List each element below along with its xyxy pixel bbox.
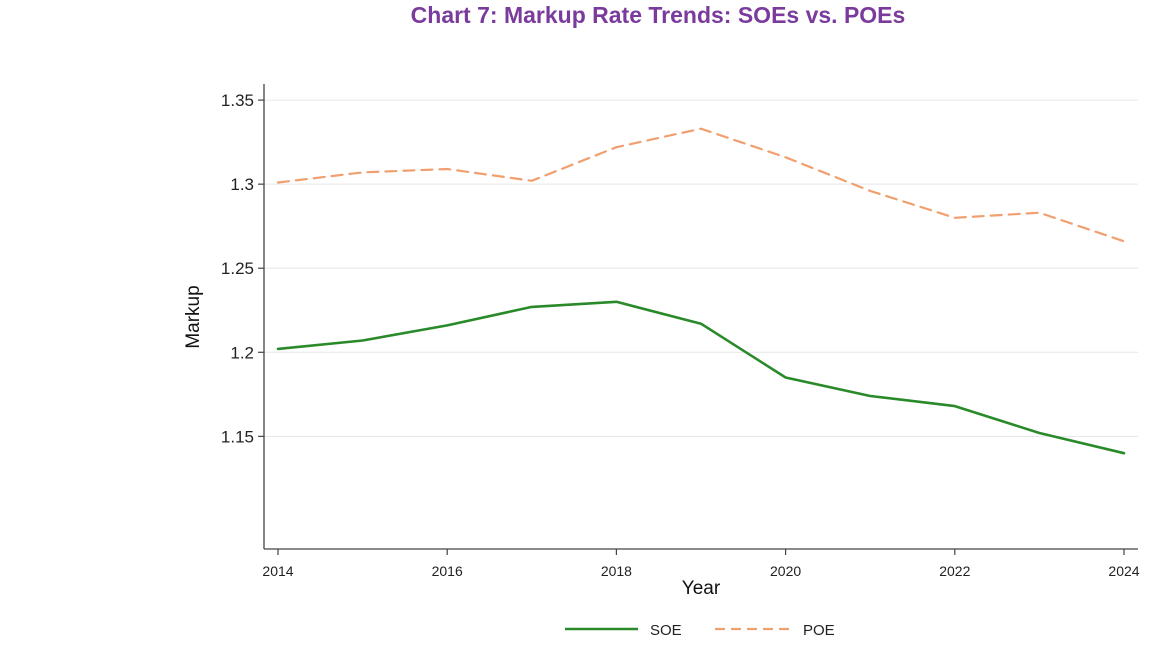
x-tick-label-0: 2014: [262, 563, 293, 579]
series-lines: [276, 127, 1126, 455]
y-tick-label-3: 1.3: [230, 175, 254, 194]
legend-label-soe: SOE: [650, 622, 682, 639]
x-tick-label-3: 2020: [770, 563, 801, 579]
legend: SOE POE: [565, 622, 835, 639]
y-tick-label-4: 1.35: [221, 91, 254, 110]
series-line-poe: [276, 127, 1126, 243]
legend-label-poe: POE: [803, 622, 835, 639]
series-line-soe: [276, 300, 1126, 455]
gridlines: [264, 99, 1138, 437]
x-axis-title: Year: [682, 578, 721, 599]
y-axis-ticks: 1.15 1.2 1.25 1.3 1.35: [221, 91, 264, 446]
x-tick-label-4: 2022: [939, 563, 970, 579]
y-tick-label-2: 1.25: [221, 259, 254, 278]
x-tick-label-5: 2024: [1108, 563, 1139, 579]
x-axis-ticks: 2014 2016 2018 2020 2022 2024: [262, 549, 1140, 579]
y-axis-title: Markup: [183, 285, 204, 348]
chart-title: Chart 7: Markup Rate Trends: SOEs vs. PO…: [410, 2, 906, 28]
y-tick-label-0: 1.15: [221, 427, 254, 446]
x-tick-label-2: 2018: [601, 563, 632, 579]
y-tick-label-1: 1.2: [230, 343, 254, 362]
x-tick-label-1: 2016: [432, 563, 463, 579]
